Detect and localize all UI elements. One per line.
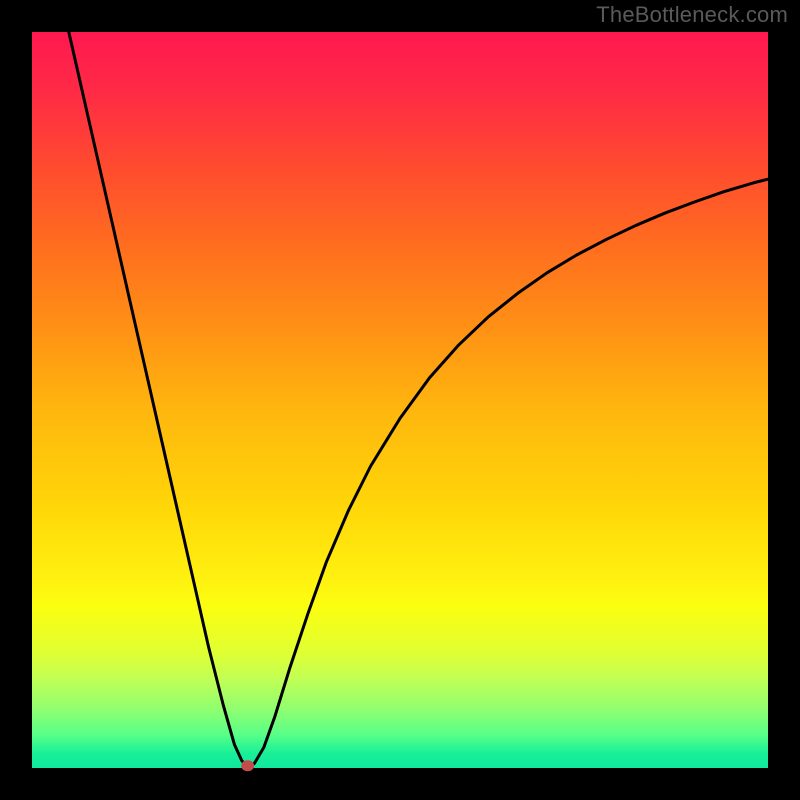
chart-background bbox=[32, 32, 768, 768]
bottleneck-marker bbox=[241, 760, 254, 771]
bottleneck-chart bbox=[0, 0, 800, 800]
watermark-text: TheBottleneck.com bbox=[596, 2, 788, 28]
